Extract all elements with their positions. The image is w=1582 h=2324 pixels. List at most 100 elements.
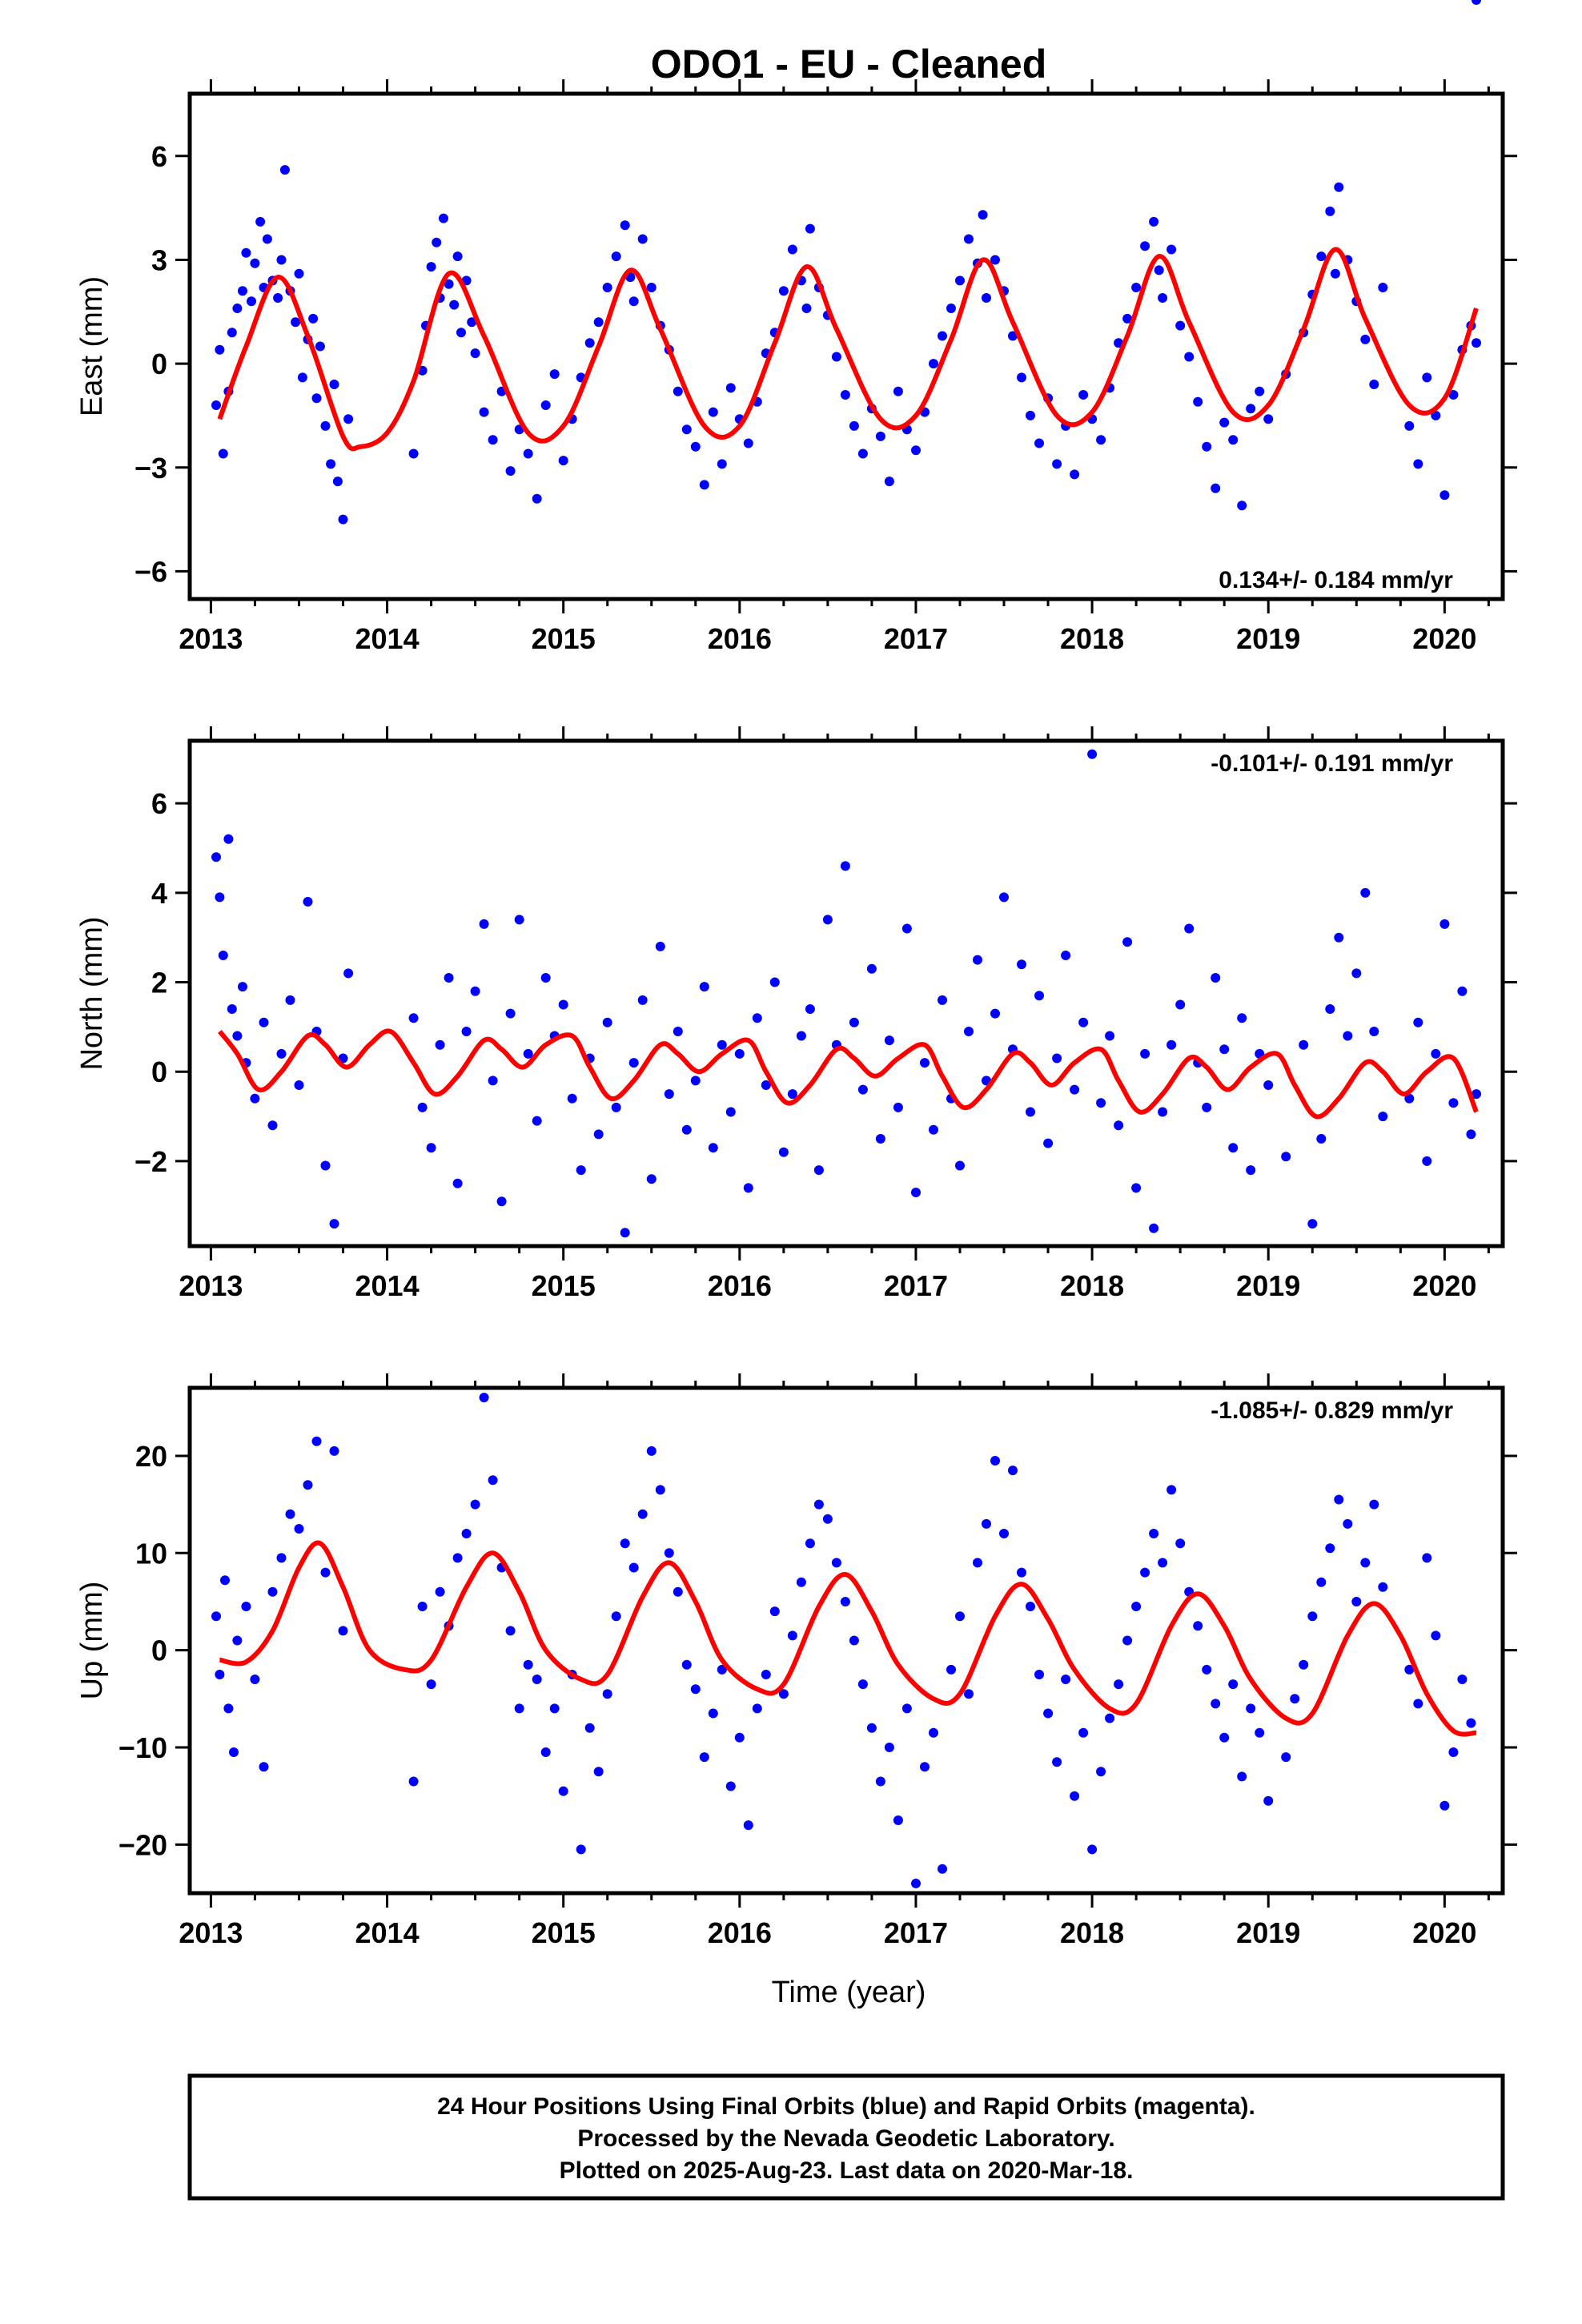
data-point [1166, 1039, 1177, 1050]
x-tick-label: 2016 [708, 622, 772, 655]
data-point [857, 448, 868, 459]
data-point [1052, 1757, 1062, 1767]
data-point [1175, 1538, 1186, 1549]
data-point [1096, 1098, 1106, 1108]
data-point [1034, 991, 1044, 1001]
data-point [1246, 1703, 1256, 1714]
data-point [584, 1723, 595, 1733]
data-point [1052, 1053, 1062, 1063]
data-point [884, 1743, 894, 1752]
data-point [1193, 1621, 1203, 1631]
data-point [813, 1499, 824, 1510]
data-point [223, 834, 234, 844]
data-point [1404, 1093, 1415, 1104]
data-point [646, 1445, 656, 1456]
data-point [1237, 1013, 1247, 1023]
data-point [479, 1393, 489, 1403]
data-point [1131, 1183, 1142, 1193]
data-point [1325, 206, 1335, 216]
data-point [338, 514, 348, 525]
data-point [250, 1675, 260, 1684]
data-point [1211, 1699, 1221, 1709]
data-point [1202, 1664, 1212, 1675]
data-point [1026, 1107, 1035, 1117]
x-tick-label: 2015 [532, 1269, 596, 1302]
data-point [849, 1635, 859, 1646]
data-point [708, 1143, 718, 1153]
data-point [955, 1160, 965, 1171]
data-point [467, 317, 477, 328]
data-point [1052, 459, 1062, 469]
data-point [540, 1747, 551, 1757]
data-point [805, 223, 815, 234]
data-point [1422, 1553, 1432, 1563]
y-tick-label: −2 [135, 1145, 167, 1178]
data-point [734, 1732, 745, 1743]
x-tick-label: 2020 [1412, 1916, 1476, 1949]
data-point [982, 293, 991, 303]
data-point [620, 1538, 630, 1549]
data-point [238, 982, 247, 992]
y-tick-label: −6 [135, 555, 167, 588]
y-tick-label: 0 [151, 1634, 167, 1667]
data-point [1175, 320, 1186, 331]
data-point [1422, 1156, 1432, 1166]
x-tick-label: 2013 [179, 622, 243, 655]
data-point [1472, 338, 1481, 348]
x-tick-label: 2017 [884, 1916, 948, 1949]
data-point [294, 268, 304, 279]
data-point [426, 1143, 436, 1153]
data-point [532, 1675, 542, 1684]
x-tick-label: 2014 [355, 1269, 420, 1302]
data-point [1149, 1223, 1159, 1233]
chart-panels: 2013 2014 2015 2016 2017 2018 2019 2020−6−3036E… [75, 0, 1517, 1949]
data-point [1061, 951, 1071, 960]
data-point [273, 293, 283, 303]
data-point [267, 1586, 278, 1597]
data-point [514, 1703, 524, 1714]
data-point [1043, 1708, 1054, 1719]
data-point [479, 919, 489, 929]
data-point [1378, 1582, 1388, 1592]
data-point [964, 1689, 974, 1699]
data-point [655, 941, 665, 951]
x-tick-label: 2014 [355, 1916, 420, 1949]
data-point [1325, 1543, 1335, 1554]
data-point [1413, 1017, 1423, 1027]
data-point [1034, 1670, 1044, 1679]
data-point [1422, 372, 1432, 383]
data-point [761, 1670, 771, 1679]
data-point [232, 1031, 243, 1041]
data-point [708, 407, 718, 417]
data-point [1334, 932, 1344, 943]
data-point [1378, 283, 1388, 292]
data-point [1299, 1039, 1309, 1050]
data-point [831, 1558, 841, 1568]
data-point [285, 1509, 295, 1519]
data-point [805, 1538, 815, 1549]
data-point [637, 1509, 648, 1519]
data-point [1439, 490, 1450, 501]
data-point [488, 1475, 498, 1486]
y-tick-label: 10 [135, 1537, 167, 1570]
data-point [1255, 386, 1265, 396]
data-point [1448, 390, 1459, 400]
data-point [1158, 293, 1168, 303]
x-tick-label: 2016 [708, 1269, 772, 1302]
data-point [259, 1762, 269, 1772]
data-point [1105, 1031, 1115, 1041]
data-point [699, 982, 709, 992]
data-point [435, 1586, 445, 1597]
data-point [1472, 0, 1481, 5]
data-point [866, 1723, 877, 1733]
y-tick-label: 0 [151, 348, 167, 380]
data-point [990, 255, 1000, 265]
data-point [1219, 417, 1230, 428]
data-point [1466, 1129, 1476, 1140]
data-point [311, 1436, 322, 1446]
data-point [1316, 251, 1327, 262]
data-point [734, 1048, 745, 1059]
data-point [1228, 435, 1239, 445]
data-point [901, 1703, 912, 1714]
